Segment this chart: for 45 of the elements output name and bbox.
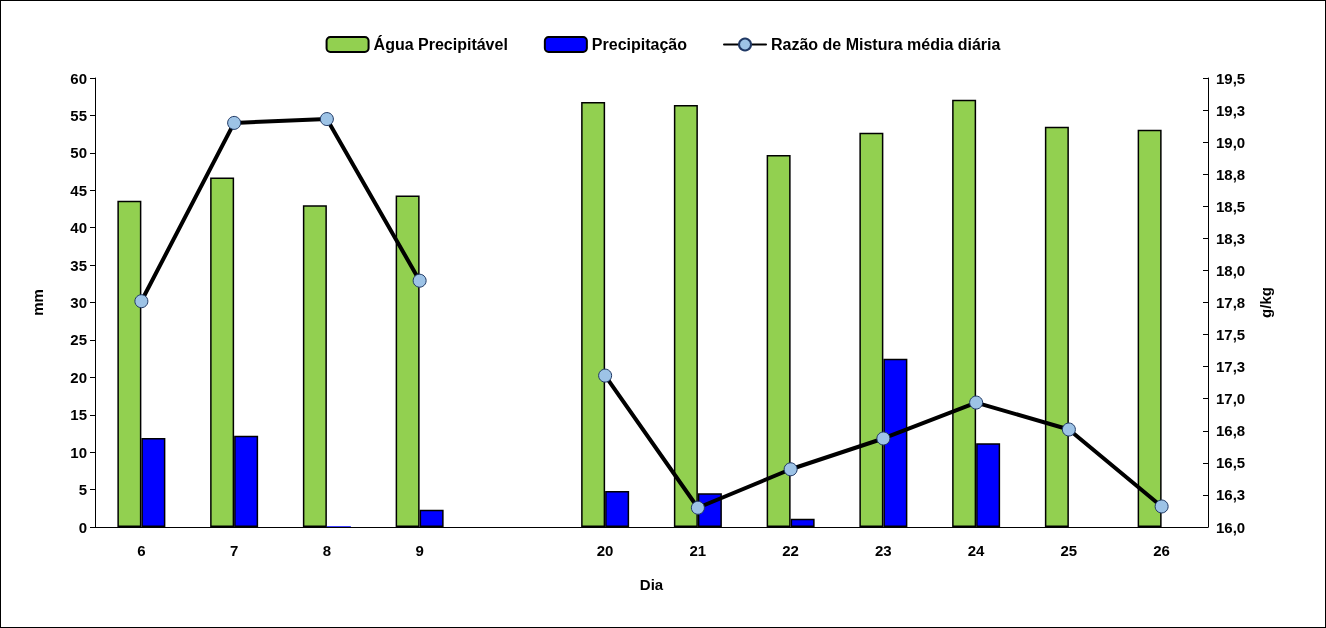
x-tick-label: 7 (229, 542, 239, 559)
y2-axis-title: g/kg (1257, 287, 1274, 318)
x-tick-label: 20 (596, 542, 614, 559)
x-tick-label: 23 (875, 542, 892, 559)
y2-tick-label: 16,0 (1216, 518, 1246, 536)
y-tick-label: 0 (78, 518, 87, 536)
y-tick-label: 50 (70, 144, 87, 162)
y-tick-label: 30 (70, 294, 87, 311)
x-tick-label: 26 (1153, 542, 1170, 559)
y-tick-label: 25 (70, 331, 87, 349)
y2-tick-label: 18,0 (1216, 261, 1246, 279)
legend-label: Precipitação (591, 36, 688, 53)
y-tick-label: 60 (70, 69, 87, 87)
y-tick-label: 40 (70, 219, 87, 237)
y-tick-label: 15 (70, 406, 87, 424)
x-tick-label: 25 (1060, 542, 1078, 559)
y-tick-label: 55 (70, 106, 87, 124)
x-tick-label: 24 (967, 542, 986, 559)
y2-tick-label: 17,5 (1216, 326, 1246, 344)
y2-tick-label: 17,0 (1216, 390, 1246, 408)
y2-tick-label: 19,0 (1216, 133, 1246, 151)
y-tick-label: 10 (70, 443, 87, 461)
y2-tick-label: 19,3 (1216, 101, 1246, 119)
legend-label: Água Precipitável (373, 35, 508, 53)
x-tick-label: 6 (137, 542, 146, 559)
y-tick-label: 45 (70, 181, 87, 199)
y-tick-label: 5 (78, 481, 87, 499)
y2-tick-label: 16,3 (1216, 486, 1246, 504)
y2-tick-label: 18,8 (1216, 165, 1246, 183)
x-tick-label: 21 (689, 542, 707, 559)
x-axis-title: Dia (639, 576, 664, 593)
y2-tick-label: 19,5 (1216, 69, 1246, 87)
x-tick-label: 8 (322, 542, 332, 559)
y2-tick-label: 18,5 (1216, 197, 1246, 215)
y2-tick-label: 18,3 (1216, 229, 1246, 247)
y2-tick-label: 16,8 (1216, 422, 1246, 440)
x-tick-label: 9 (415, 542, 424, 559)
y-tick-label: 35 (70, 256, 87, 274)
y-tick-label: 20 (70, 368, 87, 386)
legend-label: Razão de Mistura média diária (771, 36, 1001, 53)
y2-tick-label: 17,3 (1216, 358, 1246, 376)
y2-tick-label: 17,8 (1216, 294, 1246, 311)
y-axis-title: mm (29, 289, 46, 316)
y2-tick-label: 16,5 (1216, 454, 1246, 472)
x-tick-label: 22 (782, 542, 799, 559)
